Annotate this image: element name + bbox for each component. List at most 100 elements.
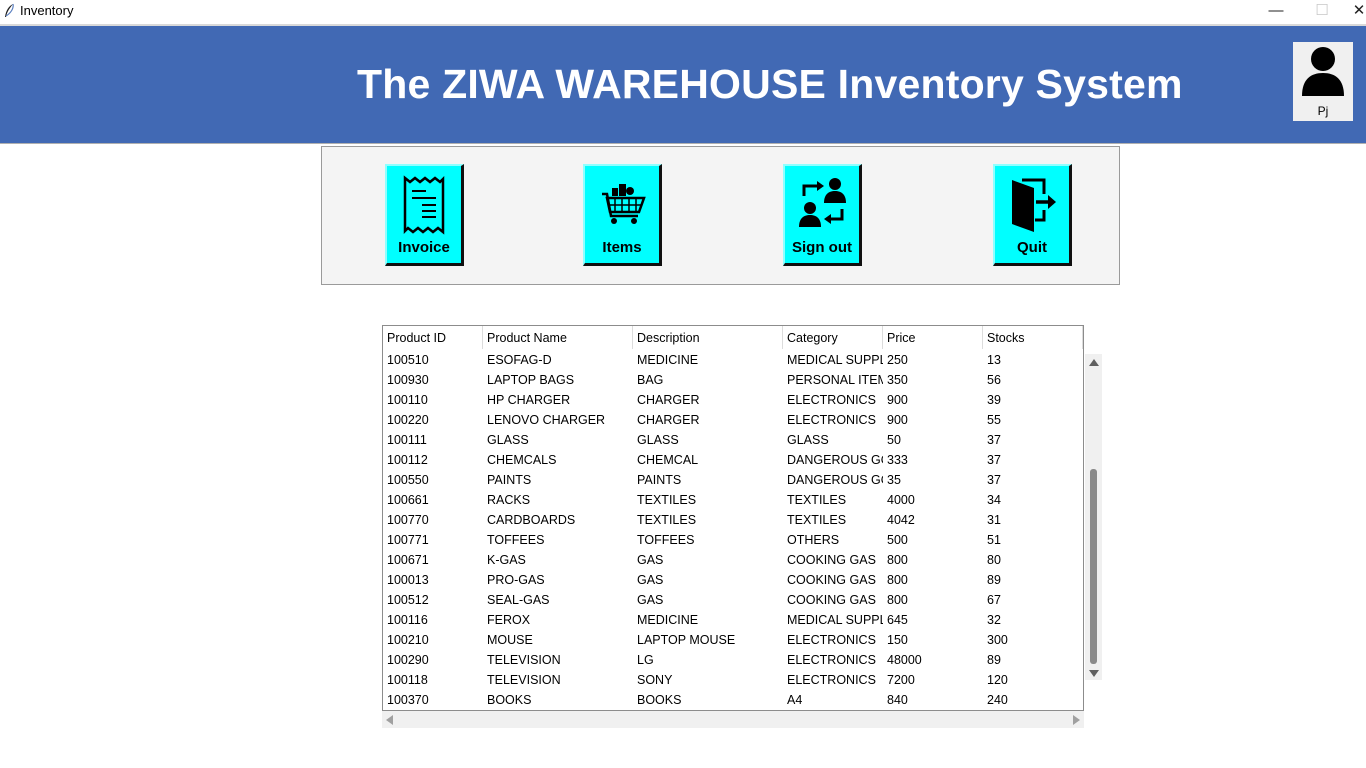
- table-row[interactable]: 100290 TELEVISION LG ELECTRONICS 48000 89: [383, 650, 1083, 670]
- table-row[interactable]: 100116 FEROX MEDICINE MEDICAL SUPPLII 645 32: [383, 610, 1083, 630]
- table-row[interactable]: 100550 PAINTS PAINTS DANGEROUS GOO 35 37: [383, 470, 1083, 490]
- cell-stocks: 89: [987, 573, 1001, 587]
- quit-button[interactable]: Quit: [993, 164, 1072, 266]
- column-header-product-id[interactable]: Product ID: [383, 326, 483, 349]
- cell-product-name: CHEMCALS: [487, 453, 557, 467]
- maximize-button[interactable]: ☐: [1315, 2, 1329, 19]
- scroll-right-icon[interactable]: [1073, 715, 1080, 725]
- toolbar-panel: Invoice Items Sign: [321, 146, 1120, 285]
- table-row[interactable]: 100118 TELEVISION SONY ELECTRONICS 7200 120: [383, 670, 1083, 690]
- horizontal-scrollbar[interactable]: [382, 711, 1084, 728]
- scroll-down-icon[interactable]: [1089, 670, 1099, 677]
- vertical-scrollbar[interactable]: [1085, 354, 1102, 680]
- cell-stocks: 55: [987, 413, 1001, 427]
- cell-price: 333: [887, 453, 908, 467]
- minimize-button[interactable]: —: [1268, 2, 1284, 19]
- cell-price: 4000: [887, 493, 915, 507]
- cell-category: MEDICAL SUPPLII: [787, 613, 883, 627]
- app-title: The ZIWA WAREHOUSE Inventory System: [357, 61, 1183, 107]
- cell-description: TOFFEES: [637, 533, 695, 547]
- cell-stocks: 120: [987, 673, 1008, 687]
- cell-category: DANGEROUS GOO: [787, 473, 883, 487]
- table-row[interactable]: 100671 K-GAS GAS COOKING GAS 800 80: [383, 550, 1083, 570]
- sign-out-button[interactable]: Sign out: [783, 164, 862, 266]
- cell-price: 800: [887, 593, 908, 607]
- cell-description: CHARGER: [637, 393, 700, 407]
- column-header-description[interactable]: Description: [633, 326, 783, 349]
- cell-category: ELECTRONICS: [787, 673, 876, 687]
- table-row[interactable]: 100111 GLASS GLASS GLASS 50 37: [383, 430, 1083, 450]
- column-header-price[interactable]: Price: [883, 326, 983, 349]
- header-divider: [0, 143, 1366, 144]
- invoice-button[interactable]: Invoice: [385, 164, 464, 266]
- cell-price: 800: [887, 573, 908, 587]
- cell-description: GAS: [637, 593, 664, 607]
- cell-category: ELECTRONICS: [787, 633, 876, 647]
- table-row[interactable]: 100930 LAPTOP BAGS BAG PERSONAL ITEMS 350 56: [383, 370, 1083, 390]
- cell-price: 900: [887, 393, 908, 407]
- cell-product-id: 100671: [387, 553, 429, 567]
- cell-stocks: 240: [987, 693, 1008, 707]
- cell-stocks: 80: [987, 553, 1001, 567]
- cell-price: 645: [887, 613, 908, 627]
- cell-product-name: HP CHARGER: [487, 393, 571, 407]
- table-row[interactable]: 100661 RACKS TEXTILES TEXTILES 4000 34: [383, 490, 1083, 510]
- window-title: Inventory: [20, 3, 74, 18]
- cell-description: TEXTILES: [637, 493, 697, 507]
- inventory-table[interactable]: Product ID Product Name Description Cate…: [382, 325, 1084, 711]
- table-row[interactable]: 100220 LENOVO CHARGER CHARGER ELECTRONICS 90…: [383, 410, 1083, 430]
- cell-product-id: 100770: [387, 513, 429, 527]
- cell-product-id: 100370: [387, 693, 429, 707]
- column-header-product-name[interactable]: Product Name: [483, 326, 633, 349]
- user-profile[interactable]: Pj: [1293, 42, 1353, 121]
- column-header-category[interactable]: Category: [783, 326, 883, 349]
- cell-product-name: CARDBOARDS: [487, 513, 576, 527]
- cell-category: A4: [787, 693, 803, 707]
- table-row[interactable]: 100210 MOUSE LAPTOP MOUSE ELECTRONICS 150 300: [383, 630, 1083, 650]
- items-button[interactable]: Items: [583, 164, 662, 266]
- cell-stocks: 39: [987, 393, 1001, 407]
- title-divider: [0, 24, 1366, 26]
- cell-product-name: PRO-GAS: [487, 573, 545, 587]
- table-row[interactable]: 100510 ESOFAG-D MEDICINE MEDICAL SUPPLII 250…: [383, 350, 1083, 370]
- table-row[interactable]: 100370 BOOKS BOOKS A4 840 240: [383, 690, 1083, 710]
- cell-product-name: K-GAS: [487, 553, 526, 567]
- cell-category: GLASS: [787, 433, 829, 447]
- column-header-stocks[interactable]: Stocks: [983, 326, 1083, 349]
- table-row[interactable]: 100013 PRO-GAS GAS COOKING GAS 800 89: [383, 570, 1083, 590]
- table-row[interactable]: 100112 CHEMCALS CHEMCAL DANGEROUS GOO 333 37: [383, 450, 1083, 470]
- cell-description: SONY: [637, 673, 673, 687]
- cell-category: OTHERS: [787, 533, 840, 547]
- items-label: Items: [602, 239, 642, 256]
- cell-description: CHARGER: [637, 413, 700, 427]
- switch-user-icon: [799, 178, 846, 227]
- shopping-cart-icon: [602, 184, 646, 224]
- cell-stocks: 37: [987, 453, 1001, 467]
- cell-category: TEXTILES: [787, 513, 847, 527]
- cell-price: 900: [887, 413, 908, 427]
- table-row[interactable]: 100110 HP CHARGER CHARGER ELECTRONICS 900 39: [383, 390, 1083, 410]
- table-row[interactable]: 100770 CARDBOARDS TEXTILES TEXTILES 4042 31: [383, 510, 1083, 530]
- cell-price: 4042: [887, 513, 915, 527]
- cell-product-name: LAPTOP BAGS: [487, 373, 575, 387]
- cell-description: MEDICINE: [637, 613, 699, 627]
- cell-product-id: 100112: [387, 453, 428, 467]
- cell-product-id: 100210: [387, 633, 429, 647]
- scroll-up-icon[interactable]: [1089, 359, 1099, 366]
- quit-label: Quit: [1017, 239, 1047, 256]
- close-button[interactable]: ✕: [1352, 2, 1366, 19]
- scroll-left-icon[interactable]: [386, 715, 393, 725]
- cell-price: 150: [887, 633, 908, 647]
- cell-product-name: FEROX: [487, 613, 531, 627]
- table-row[interactable]: 100512 SEAL-GAS GAS COOKING GAS 800 67: [383, 590, 1083, 610]
- exit-door-icon: [1012, 178, 1056, 232]
- cell-description: BOOKS: [637, 693, 682, 707]
- cell-product-name: TELEVISION: [487, 673, 561, 687]
- cell-price: 7200: [887, 673, 915, 687]
- cell-product-id: 100510: [387, 353, 429, 367]
- table-row[interactable]: 100771 TOFFEES TOFFEES OTHERS 500 51: [383, 530, 1083, 550]
- cell-product-id: 100661: [387, 493, 429, 507]
- cell-product-id: 100550: [387, 473, 429, 487]
- scroll-thumb[interactable]: [1090, 469, 1097, 664]
- window-title-bar: Inventory — ☐ ✕: [0, 0, 1366, 24]
